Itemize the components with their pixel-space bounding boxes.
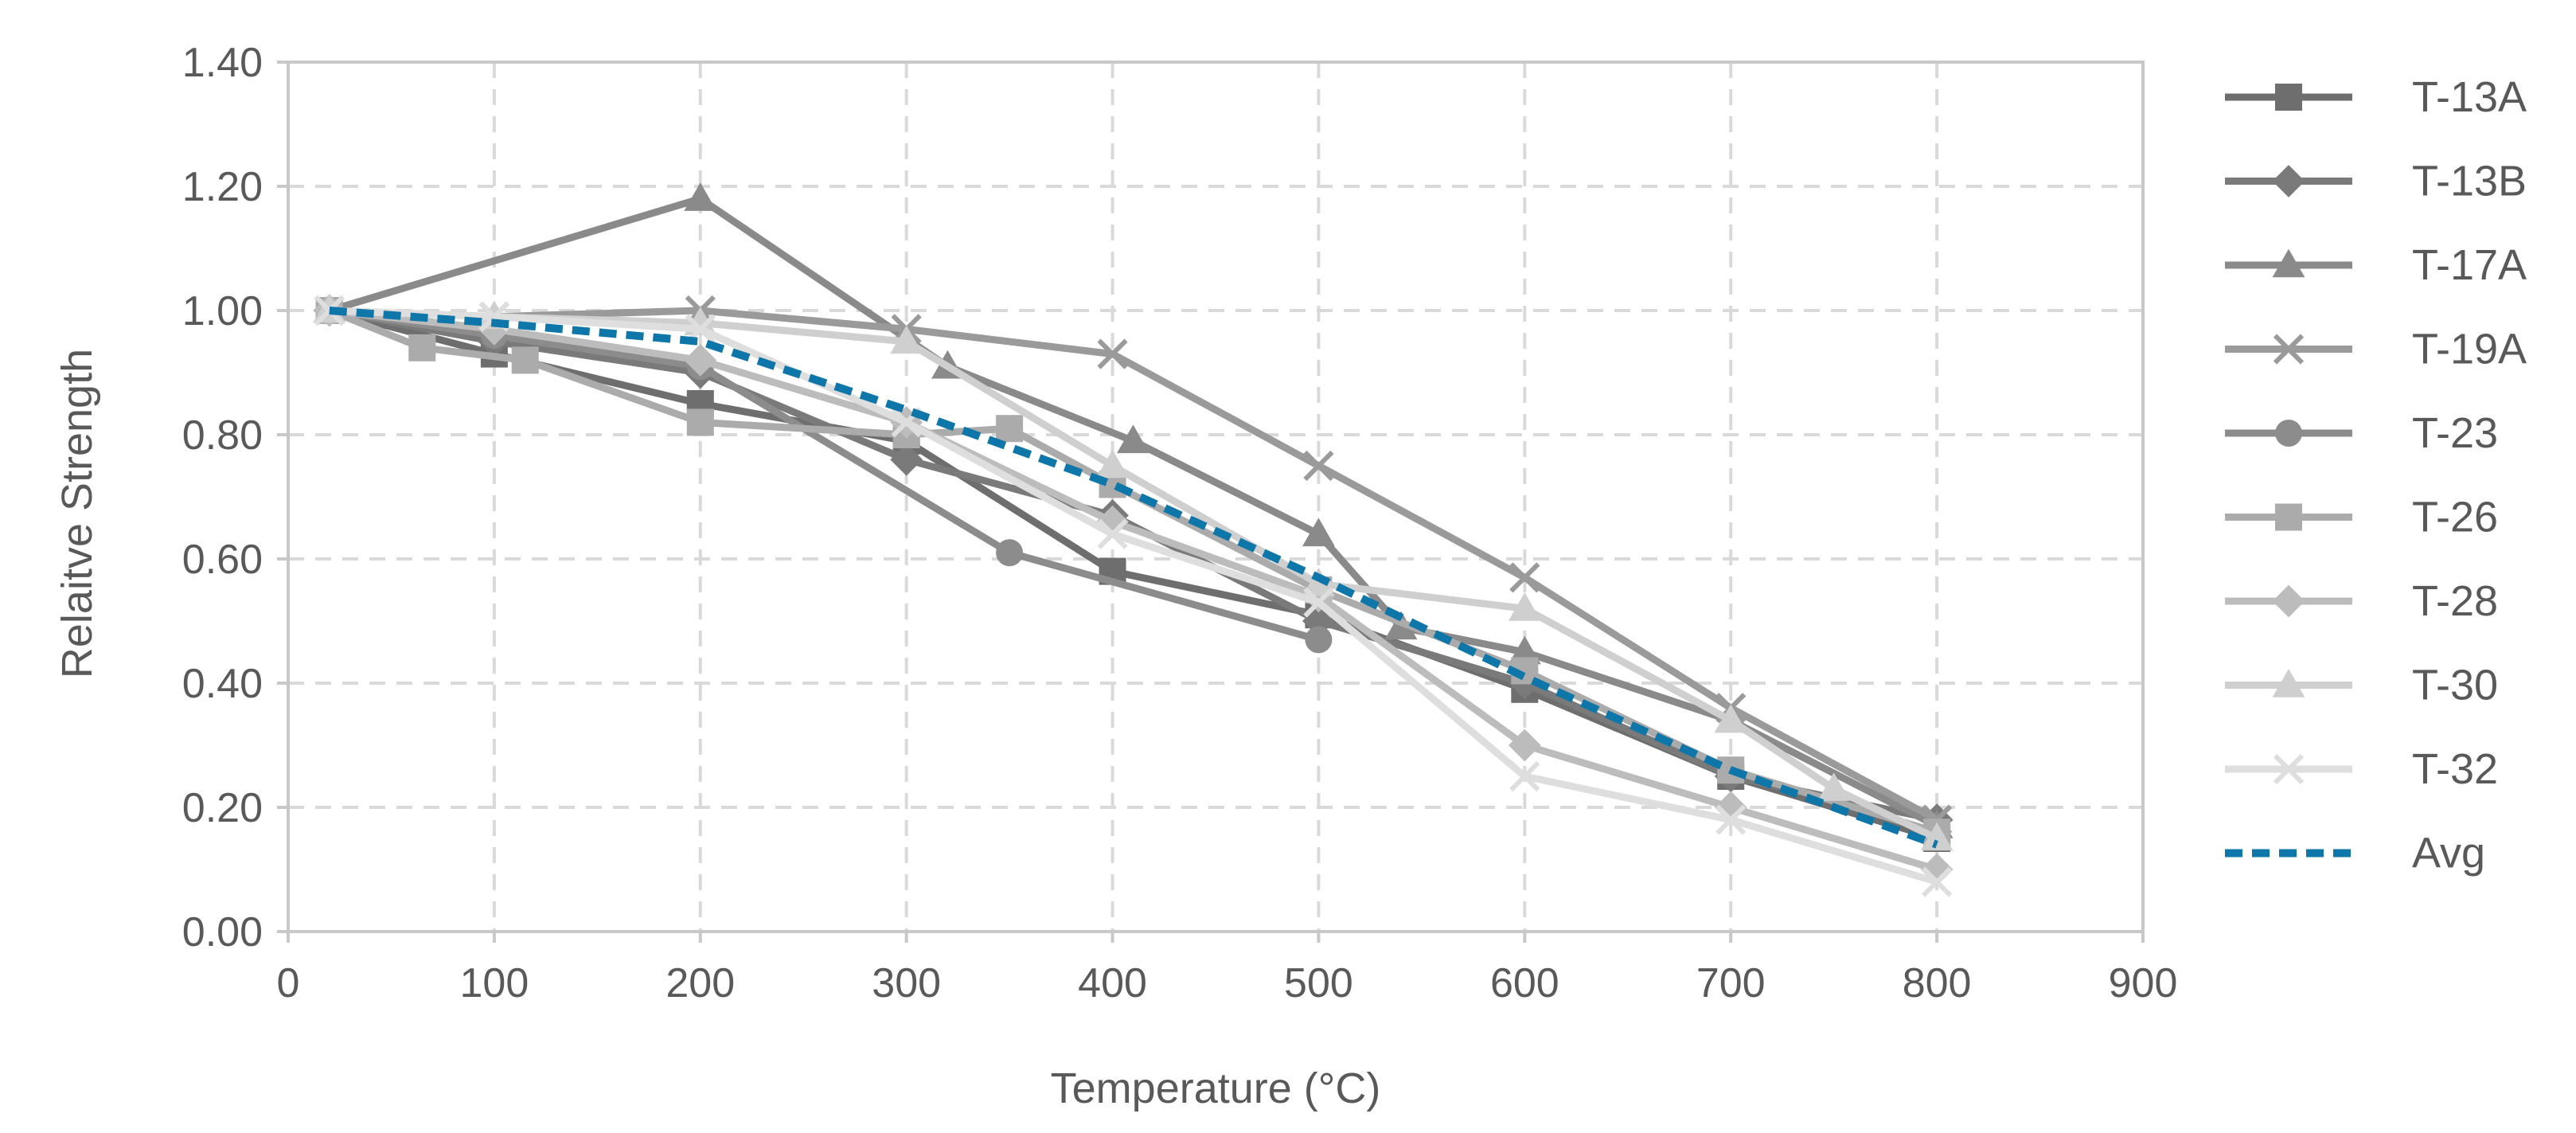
data-point-t-32 bbox=[1921, 866, 1953, 897]
data-point-t-30 bbox=[1096, 449, 1129, 479]
x-marker-stroke bbox=[2273, 334, 2305, 365]
y-tick-label: 0.20 bbox=[182, 785, 263, 831]
x-marker-stroke bbox=[2273, 753, 2305, 785]
data-point-t-30 bbox=[1714, 704, 1747, 733]
data-point-t-26 bbox=[686, 408, 714, 436]
x-axis-ticks: 0 100 200 300 400 500 600 700 800 900 bbox=[277, 960, 2178, 1006]
legend-item-t-13a: T-13A bbox=[2225, 73, 2527, 121]
plot-border bbox=[287, 61, 2145, 933]
x-tick-label: 500 bbox=[1284, 960, 1353, 1006]
data-point-t-23 bbox=[996, 539, 1024, 567]
data-point-t-17a bbox=[1508, 635, 1541, 665]
y-tick-label: 0.40 bbox=[182, 661, 263, 707]
x-marker-stroke bbox=[1509, 760, 1540, 792]
legend-label-t-30: T-30 bbox=[2412, 662, 2498, 709]
x-marker-stroke bbox=[1509, 562, 1540, 593]
legend-marker-t-32 bbox=[2273, 753, 2305, 785]
data-point-t-17a bbox=[1117, 424, 1149, 454]
y-axis-ticks: 0.00 0.20 0.40 0.60 0.80 1.00 1.20 1.40 bbox=[182, 40, 263, 955]
legend-label-t-19a: T-19A bbox=[2412, 326, 2527, 373]
legend-label-avg: Avg bbox=[2412, 830, 2485, 877]
legend-item-t-28: T-28 bbox=[2225, 577, 2498, 625]
data-point-t-26 bbox=[996, 415, 1024, 443]
data-point-t-17a bbox=[684, 182, 717, 211]
data-point-t-32 bbox=[1509, 760, 1540, 792]
x-tick-label: 400 bbox=[1078, 960, 1147, 1006]
x-marker-stroke bbox=[1303, 450, 1334, 482]
data-point-t-26 bbox=[511, 346, 539, 374]
legend-label-t-13b: T-13B bbox=[2412, 158, 2527, 205]
series-layer bbox=[313, 182, 1953, 897]
legend-item-t-30: T-30 bbox=[2225, 662, 2498, 709]
legend: T-13A T-13B T-17A T-19A T-23 T-26 T-28 T-30 T-32… bbox=[2225, 73, 2527, 877]
data-point-t-19a bbox=[1509, 562, 1540, 593]
legend-marker-t-19a bbox=[2273, 334, 2305, 365]
legend-label-t-28: T-28 bbox=[2412, 577, 2498, 625]
x-tick-label: 800 bbox=[1903, 960, 1972, 1006]
data-point-t-26 bbox=[408, 334, 436, 361]
legend-marker-t-30 bbox=[2272, 669, 2305, 697]
y-tick-label: 0.00 bbox=[182, 909, 263, 955]
data-point-t-30 bbox=[1508, 592, 1541, 621]
legend-marker-t-13a bbox=[2275, 84, 2302, 111]
legend-item-t-26: T-26 bbox=[2225, 494, 2498, 541]
legend-item-avg: Avg bbox=[2225, 830, 2485, 877]
legend-item-t-17a: T-17A bbox=[2225, 241, 2527, 289]
y-tick-label: 1.00 bbox=[182, 288, 263, 334]
data-point-t-32 bbox=[1715, 804, 1747, 835]
legend-label-t-13a: T-13A bbox=[2412, 73, 2527, 121]
x-axis-title: Temperature (°C) bbox=[1051, 1065, 1381, 1112]
legend-marker-t-26 bbox=[2275, 503, 2302, 531]
x-tick-label: 100 bbox=[460, 960, 529, 1006]
data-point-t-19a bbox=[1303, 450, 1334, 482]
x-tick-label: 600 bbox=[1490, 960, 1559, 1006]
legend-label-t-23: T-23 bbox=[2412, 409, 2498, 457]
data-point-t-13b bbox=[1302, 604, 1335, 638]
x-marker-stroke bbox=[1303, 587, 1334, 618]
x-tick-label: 0 bbox=[277, 960, 300, 1006]
x-tick-label: 700 bbox=[1696, 960, 1766, 1006]
data-point-t-30 bbox=[1817, 772, 1851, 801]
data-point-t-17a bbox=[1302, 518, 1335, 547]
legend-label-t-32: T-32 bbox=[2412, 745, 2498, 793]
data-point-t-32 bbox=[1097, 518, 1128, 549]
series-avg bbox=[329, 307, 1938, 849]
data-point-t-19a bbox=[1097, 338, 1128, 369]
legend-marker-t-28 bbox=[2272, 584, 2305, 618]
x-tick-label: 900 bbox=[2109, 960, 2178, 1006]
legend-marker-t-13b bbox=[2272, 165, 2305, 197]
x-marker-stroke bbox=[1921, 866, 1953, 897]
legend-label-t-26: T-26 bbox=[2412, 494, 2498, 541]
x-marker-stroke bbox=[1097, 518, 1128, 549]
y-tick-label: 1.20 bbox=[182, 164, 263, 210]
legend-label-t-17a: T-17A bbox=[2412, 241, 2527, 289]
data-point-t-28 bbox=[1302, 580, 1335, 613]
legend-item-t-23: T-23 bbox=[2225, 409, 2498, 457]
plot-frame bbox=[277, 61, 2145, 943]
data-point-t-28 bbox=[1096, 505, 1129, 538]
y-tick-label: 1.40 bbox=[182, 40, 263, 86]
y-tick-label: 0.80 bbox=[182, 412, 263, 459]
data-point-t-28 bbox=[684, 344, 717, 377]
data-point-t-32 bbox=[1303, 587, 1334, 618]
x-tick-label: 200 bbox=[665, 960, 735, 1006]
data-point-t-28 bbox=[1508, 729, 1541, 762]
legend-item-t-13b: T-13B bbox=[2225, 158, 2527, 205]
legend-item-t-19a: T-19A bbox=[2225, 326, 2527, 373]
legend-item-t-32: T-32 bbox=[2225, 745, 2498, 793]
y-tick-label: 0.60 bbox=[182, 537, 263, 583]
data-point-t-30 bbox=[890, 325, 923, 354]
x-tick-label: 300 bbox=[872, 960, 941, 1006]
data-point-t-23 bbox=[1305, 626, 1333, 654]
legend-marker-t-23 bbox=[2275, 420, 2302, 447]
data-point-t-30 bbox=[1920, 822, 1953, 851]
x-marker-stroke bbox=[478, 301, 510, 332]
data-point-t-13b bbox=[890, 443, 923, 476]
series-line-avg bbox=[329, 307, 1938, 849]
x-marker-stroke bbox=[1715, 804, 1747, 835]
legend-marker-t-17a bbox=[2272, 248, 2305, 278]
y-axis-title: Relaitve Strength bbox=[53, 349, 101, 678]
x-marker-stroke bbox=[1097, 338, 1128, 369]
